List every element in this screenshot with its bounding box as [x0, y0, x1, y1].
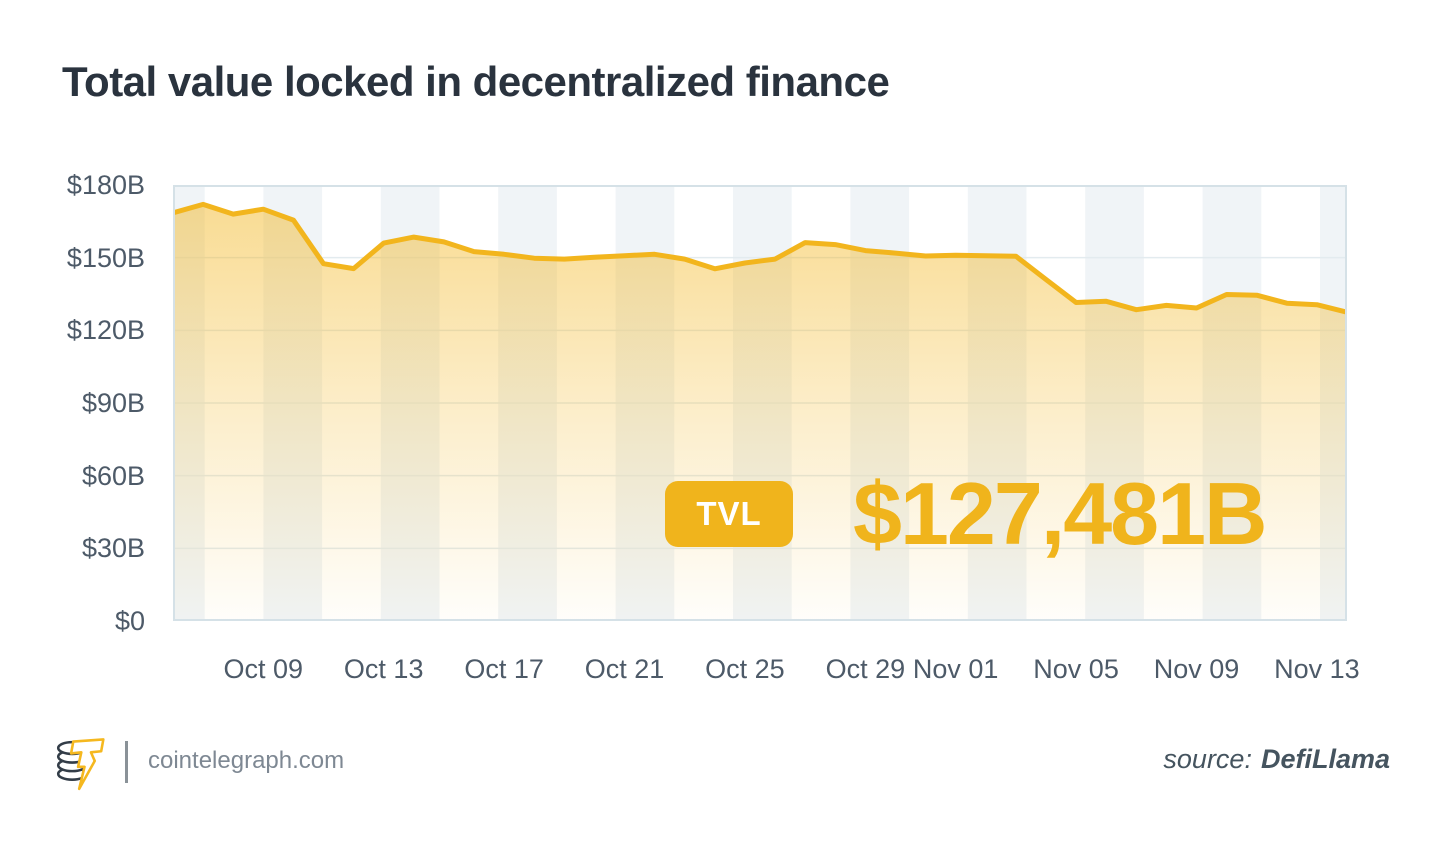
x-tick-label: Oct 25 [705, 654, 785, 684]
x-tick-label: Nov 01 [912, 654, 999, 684]
y-tick-label: $150B [66, 242, 145, 273]
tvl-value: $127,481B [853, 464, 1268, 563]
area-chart-svg [173, 185, 1347, 621]
plot-border [173, 185, 1347, 621]
tvl-area [173, 204, 1347, 621]
footer-divider [125, 741, 128, 783]
page-title: Total value locked in decentralized fina… [62, 58, 890, 105]
y-tick-label: $30B [81, 533, 145, 564]
x-tick-label: Nov 13 [1274, 654, 1360, 684]
cointelegraph-logo [56, 738, 105, 791]
site-label: cointelegraph.com [148, 747, 345, 774]
plot-area [173, 185, 1347, 621]
x-tick-label: Oct 21 [584, 654, 665, 684]
y-tick-label: $180B [66, 170, 145, 200]
y-tick-label: $60B [81, 460, 145, 491]
lightning-t-icon [69, 738, 105, 791]
footer: cointelegraph.com source: DefiLlama [0, 725, 1450, 805]
x-tick-label: Oct 29 [825, 654, 906, 684]
y-tick-label: $120B [66, 315, 145, 346]
source-credit: source: DefiLlama [1163, 744, 1390, 775]
tvl-line [173, 201, 1347, 315]
x-tick-label: Oct 09 [223, 654, 304, 684]
tvl-overlay: TVL $127,481B [665, 464, 1268, 563]
y-tick-label: $0 [114, 606, 145, 636]
y-tick-label: $90B [81, 388, 145, 418]
x-tick-label: Nov 09 [1153, 654, 1240, 684]
y-axis: $180B $150B $120B $90B $60B $30B $0 [0, 170, 145, 636]
x-axis: Oct 09 Oct 13 Oct 17 Oct 21 Oct 25 Oct 29 Nov … [173, 652, 1360, 686]
x-tick-label: Oct 13 [343, 654, 424, 684]
source-prefix: source: [1163, 744, 1252, 774]
tvl-badge: TVL [665, 481, 793, 547]
source-name: DefiLlama [1260, 744, 1390, 774]
x-tick-label: Oct 17 [464, 654, 544, 684]
x-tick-label: Nov 05 [1033, 654, 1119, 684]
